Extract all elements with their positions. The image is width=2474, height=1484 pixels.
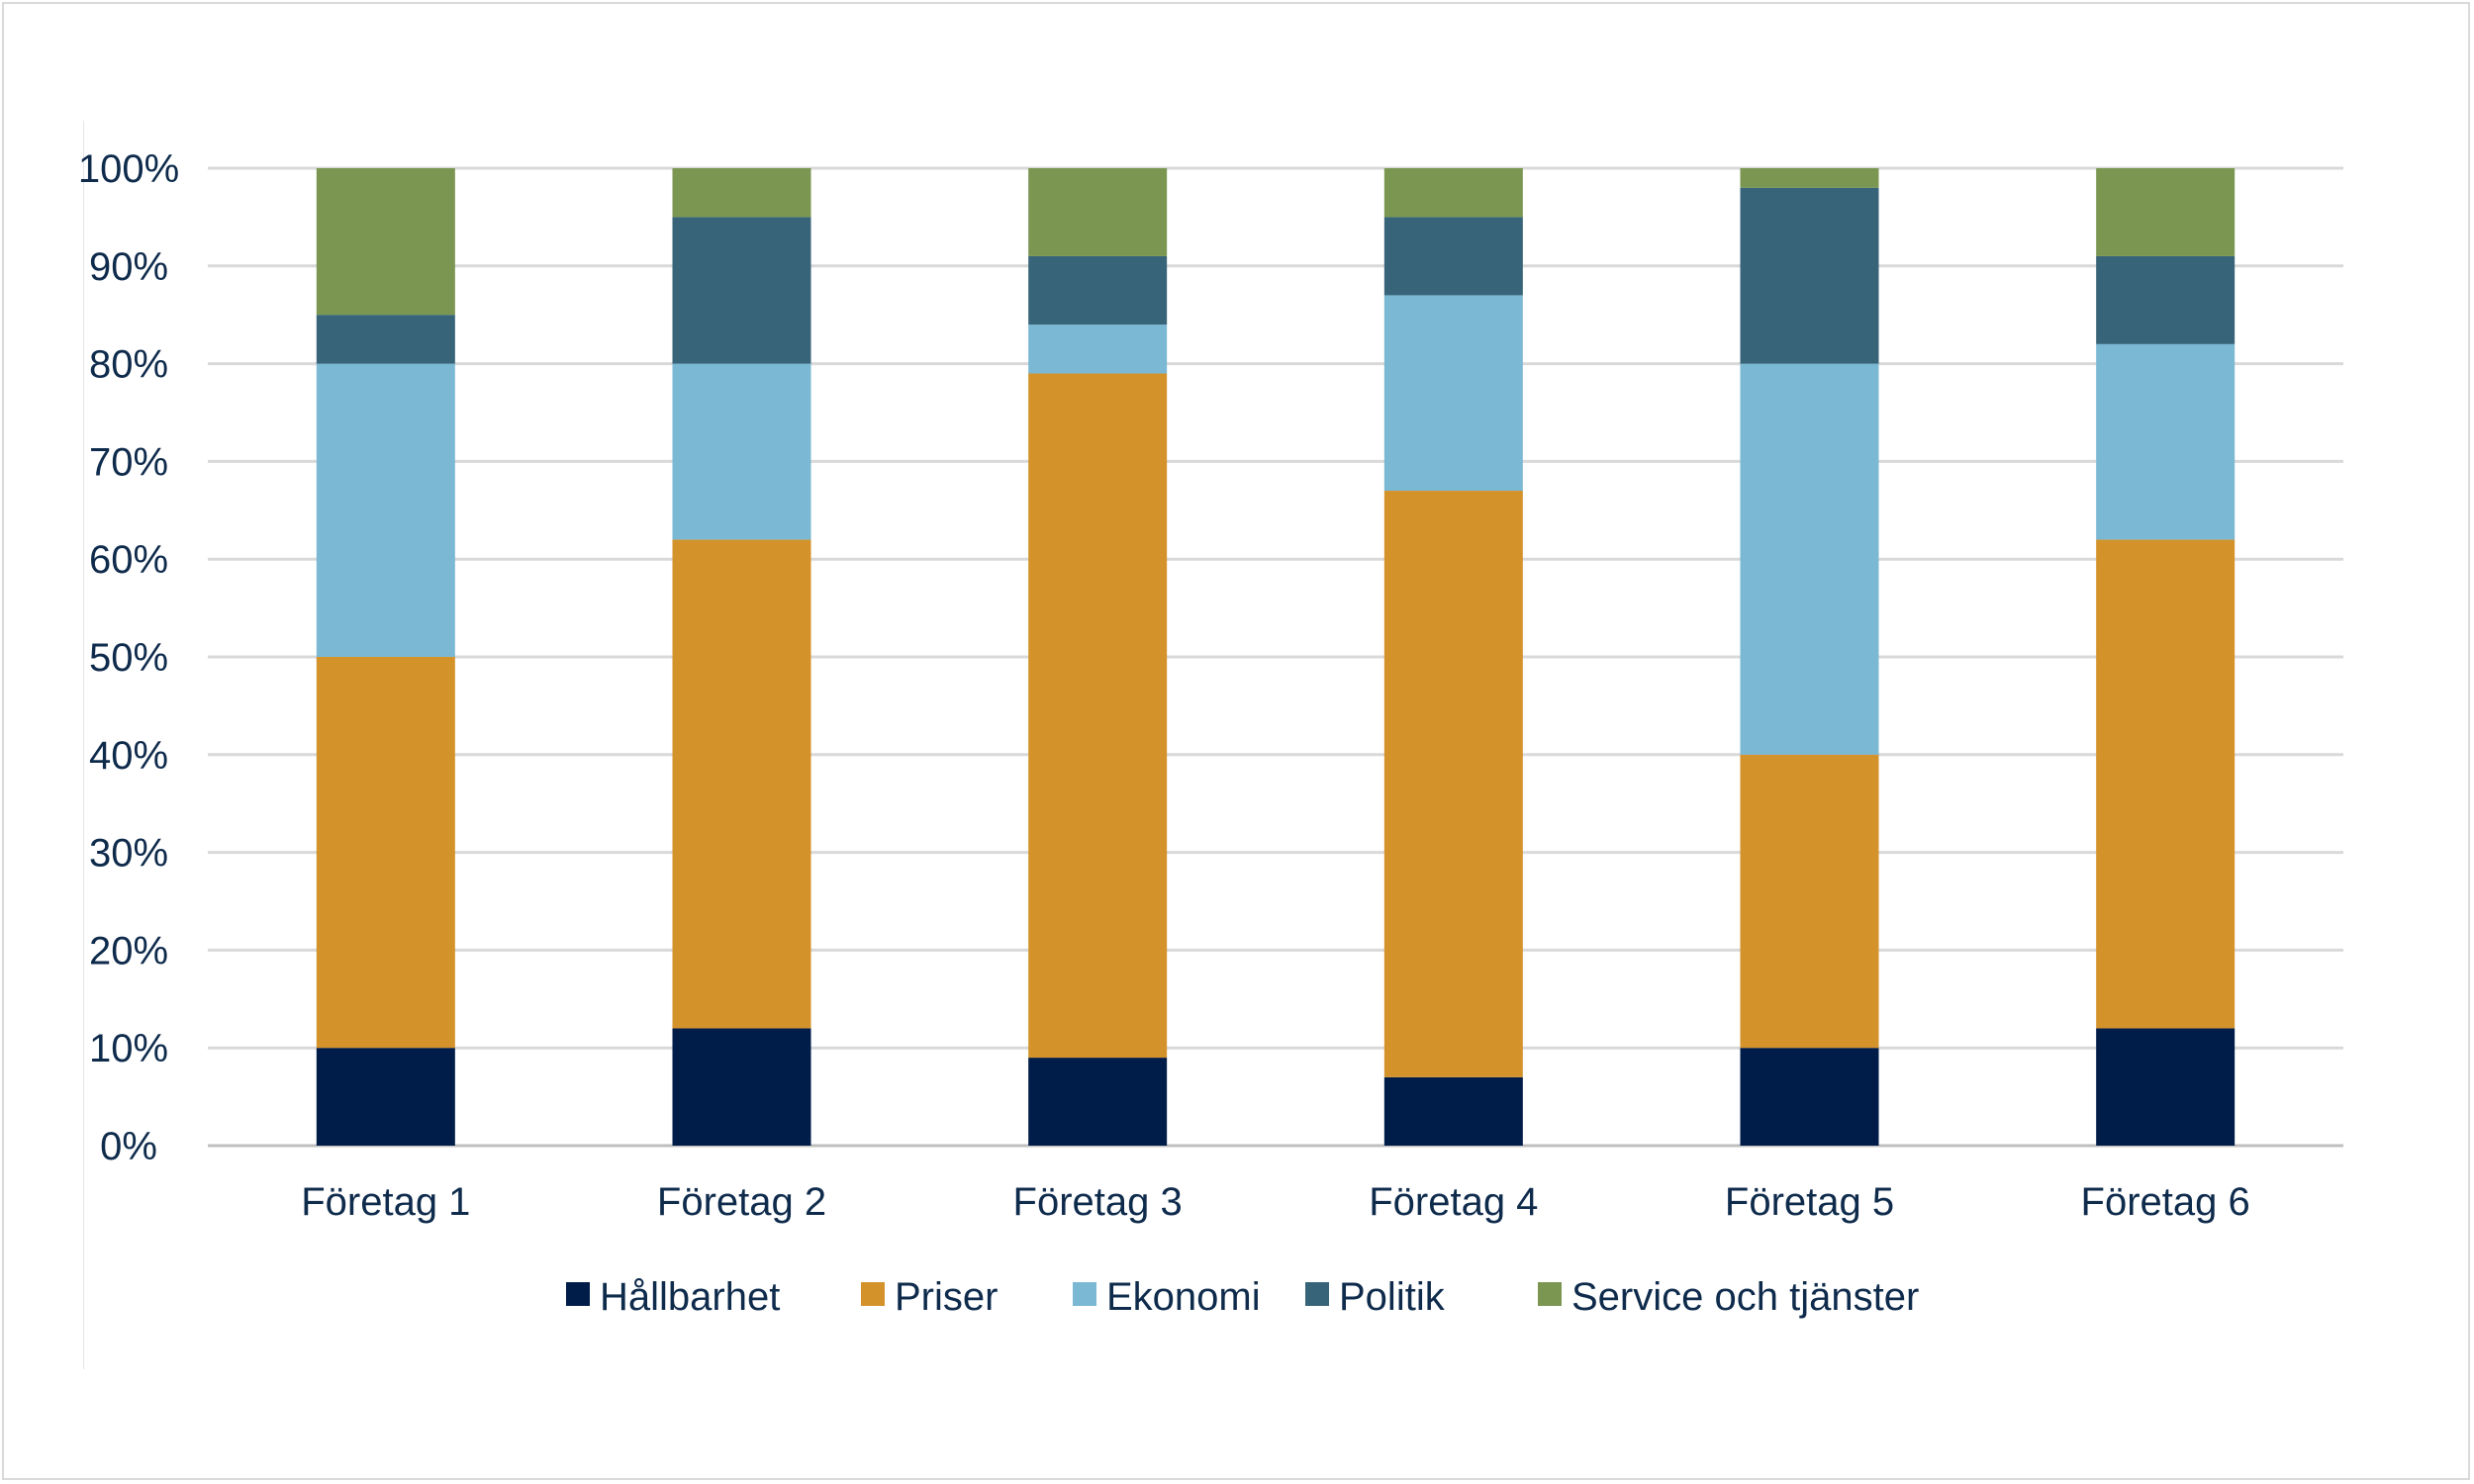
bar-segment bbox=[2096, 168, 2236, 256]
legend-swatch bbox=[1538, 1282, 1562, 1306]
bar-segment bbox=[672, 539, 811, 1029]
bar-segment bbox=[1740, 168, 1879, 188]
y-tick-label: 70% bbox=[89, 440, 168, 484]
bar-segment bbox=[2096, 539, 2236, 1029]
bar-segment bbox=[2096, 343, 2236, 540]
legend-label: Ekonomi bbox=[1106, 1275, 1261, 1319]
legend-swatch bbox=[1305, 1282, 1329, 1306]
legend-swatch bbox=[1073, 1282, 1096, 1306]
bar-segment bbox=[1740, 754, 1879, 1049]
y-tick-label: 60% bbox=[89, 538, 168, 582]
bar-segment bbox=[2096, 255, 2236, 344]
y-axis: 0% 10% 20% 30% 40% 50% 60% 70% 80% 90% 100% bbox=[78, 147, 179, 1168]
bar-segment bbox=[1028, 373, 1168, 1059]
bar-segment bbox=[316, 315, 455, 364]
legend-swatch bbox=[566, 1282, 590, 1306]
x-tick-label: Företag 5 bbox=[1725, 1180, 1894, 1224]
bar-segment bbox=[672, 1028, 811, 1146]
bar-segment bbox=[672, 217, 811, 364]
bar-segment bbox=[672, 168, 811, 218]
bar-segment bbox=[1740, 1048, 1879, 1146]
bar-segment bbox=[1028, 255, 1168, 325]
x-tick-label: Företag 4 bbox=[1369, 1180, 1538, 1224]
bar-segment bbox=[1383, 491, 1523, 1077]
x-tick-label: Företag 2 bbox=[657, 1180, 826, 1224]
legend-swatch bbox=[861, 1282, 885, 1306]
bar-segment bbox=[1740, 187, 1879, 364]
bar-segment bbox=[672, 363, 811, 540]
bar-segment bbox=[1383, 295, 1523, 492]
legend-label: Service och tjänster bbox=[1571, 1275, 1919, 1319]
x-tick-label: Företag 6 bbox=[2081, 1180, 2250, 1224]
bar-segment bbox=[1383, 217, 1523, 296]
bar-segment bbox=[316, 363, 455, 657]
bar-segment bbox=[1028, 325, 1168, 374]
bar-segment bbox=[2096, 1028, 2236, 1146]
bar-segment bbox=[316, 657, 455, 1049]
y-tick-label: 40% bbox=[89, 734, 168, 778]
gridlines bbox=[208, 166, 2343, 1148]
legend-label: Hållbarhet bbox=[600, 1275, 780, 1319]
plot-area-border bbox=[83, 121, 84, 1369]
bar-segment bbox=[1028, 1058, 1168, 1146]
legend-label: Politik bbox=[1339, 1275, 1446, 1319]
bars bbox=[316, 168, 2236, 1146]
y-tick-label: 10% bbox=[89, 1027, 168, 1070]
y-tick-label: 30% bbox=[89, 832, 168, 876]
x-tick-label: Företag 3 bbox=[1013, 1180, 1183, 1224]
y-tick-label: 20% bbox=[89, 929, 168, 973]
bar-segment bbox=[316, 168, 455, 316]
legend: Hållbarhet Priser Ekonomi Politik Service oc… bbox=[566, 1275, 1919, 1319]
legend-label: Priser bbox=[895, 1275, 998, 1319]
bar-segment bbox=[1028, 168, 1168, 256]
x-axis: Företag 1 Företag 2 Företag 3 Företag 4 Före… bbox=[301, 1180, 2250, 1224]
bar-segment bbox=[1383, 168, 1523, 218]
x-tick-label: Företag 1 bbox=[301, 1180, 470, 1224]
y-tick-label: 80% bbox=[89, 343, 168, 387]
y-tick-label: 0% bbox=[100, 1125, 157, 1168]
bar-segment bbox=[1740, 363, 1879, 755]
y-tick-label: 50% bbox=[89, 636, 168, 680]
y-tick-label: 90% bbox=[89, 245, 168, 289]
y-tick-label: 100% bbox=[78, 147, 179, 191]
bar-segment bbox=[1383, 1076, 1523, 1146]
bar-segment bbox=[316, 1048, 455, 1146]
